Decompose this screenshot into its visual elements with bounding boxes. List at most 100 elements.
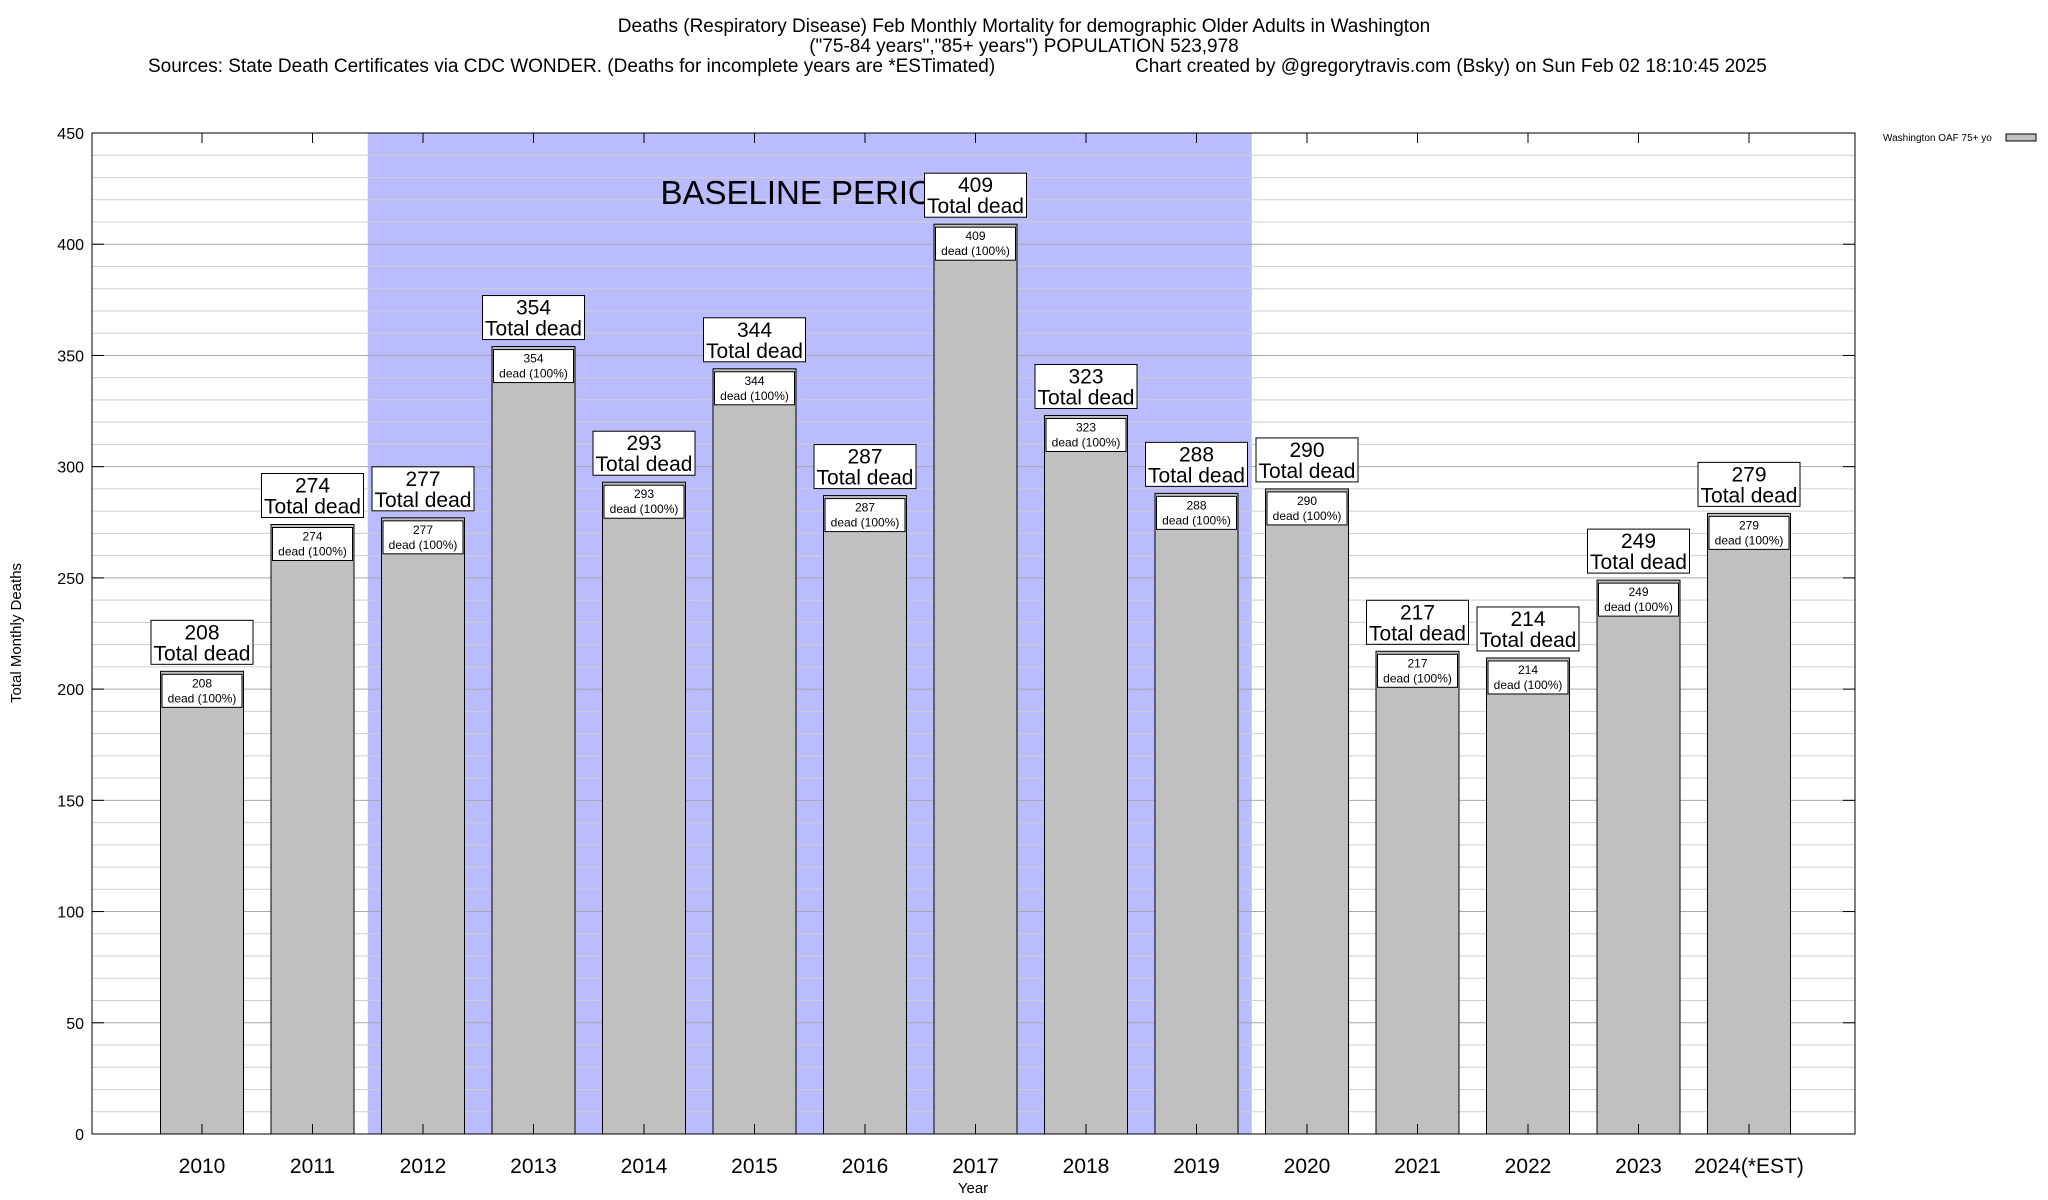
total-label-text: Total dead [1038,387,1135,410]
x-axis: 2010 2011 2012 2013 2014 2015 2016 2017 2018 2019… [179,133,1804,1178]
total-label-box [813,444,917,490]
bar [1154,492,1239,1135]
total-label-box [1145,441,1248,487]
legend-entry-label: Washington OAF 75+ yo [1883,133,1992,144]
total-label-box [1366,599,1469,645]
inner-label-box [1377,653,1458,688]
y-axis: 0 50 100 150 200 250 300 350 400 450 [57,126,1855,1144]
total-label-text: Total dead [1701,484,1798,507]
legend-swatch [2005,133,2037,142]
inner-label-box [161,673,243,708]
inner-label-value: 323 [1076,421,1096,435]
total-label-box [150,619,254,665]
total-label-value: 293 [626,432,661,455]
inner-label-value: 279 [1739,518,1759,532]
bar [712,368,797,1135]
total-label-value: 323 [1068,366,1103,389]
y-tick-label: 150 [57,793,84,810]
y-tick-label: 100 [57,905,84,922]
inner-label-value: 288 [1186,498,1206,512]
bar [1596,579,1681,1135]
y-tick-label: 350 [57,348,84,365]
inner-label-value: 354 [523,352,543,366]
total-label-box [482,295,585,341]
inner-label-box [272,527,353,562]
inner-label-value: 293 [634,487,654,501]
inner-label-value: 208 [192,676,212,690]
total-label-box [1697,461,1801,507]
total-label-value: 354 [516,297,551,320]
inner-label-value: 274 [302,530,322,544]
inner-label-box [1598,582,1679,617]
inner-label-text: dead (100%) [278,545,347,559]
chart-sources: Sources: State Death Certificates via CD… [148,56,995,77]
bar [602,481,686,1135]
inner-label-text: dead (100%) [610,502,679,516]
y-tick-label: 250 [57,571,84,588]
total-label-value: 288 [1179,443,1214,466]
total-label-text: Total dead [264,496,361,519]
total-label-text: Total dead [706,340,803,363]
total-label-text: Total dead [375,489,472,512]
inner-label-text: dead (100%) [1494,678,1563,692]
inner-label-text: dead (100%) [1052,436,1121,450]
y-tick-label: 50 [66,1016,84,1033]
y-tick-label: 0 [75,1127,84,1144]
inner-label-box [1156,495,1237,530]
x-tick-label: 2023 [1615,1155,1662,1178]
x-tick-label: 2012 [400,1155,447,1178]
baseline-period-label: BASELINE PERIOD [660,174,957,211]
bar [491,346,576,1135]
bar [1375,650,1460,1135]
chart-subtitle: ("75-84 years","85+ years") POPULATION 5… [809,36,1239,57]
inner-label-text: dead (100%) [1383,671,1452,685]
y-tick-label: 200 [57,682,84,699]
total-label-text: Total dead [1148,464,1245,487]
total-label-box [1587,528,1690,574]
inner-label-box [1045,418,1127,453]
total-label-value: 214 [1510,608,1545,631]
inner-label-box [935,226,1016,261]
inner-label-box [603,484,685,519]
bar [1044,415,1128,1135]
total-label-value: 279 [1731,463,1766,486]
total-label-text: Total dead [154,642,251,665]
inner-label-value: 277 [413,523,433,537]
x-axis-title: Year [958,1180,988,1197]
x-tick-label: 2018 [1063,1155,1110,1178]
total-label-text: Total dead [1480,629,1577,652]
bar [1486,657,1570,1135]
inner-label-value: 214 [1518,663,1538,677]
total-label-text: Total dead [1590,551,1687,574]
x-tick-label: 2015 [731,1155,778,1178]
x-tick-label: 2014 [621,1155,668,1178]
total-label-value: 344 [737,319,772,342]
inner-label-text: dead (100%) [168,691,237,705]
inner-label-value: 409 [965,229,985,243]
inner-label-text: dead (100%) [1715,533,1784,547]
total-label-text: Total dead [596,453,693,476]
inner-label-value: 217 [1407,656,1427,670]
total-label-box [1476,606,1580,652]
total-label-value: 290 [1289,439,1324,462]
plot-frame [91,132,1856,1135]
bar [270,524,355,1135]
x-tick-label: 2020 [1284,1155,1331,1178]
bar [381,517,465,1135]
total-label-text: Total dead [817,467,914,490]
x-tick-label: 2013 [510,1155,557,1178]
y-tick-label: 300 [57,460,84,477]
inner-label-text: dead (100%) [831,516,900,530]
x-tick-label: 2010 [179,1155,226,1178]
bar [160,670,244,1135]
total-label-text: Total dead [1369,622,1466,645]
inner-label-box [714,371,795,406]
